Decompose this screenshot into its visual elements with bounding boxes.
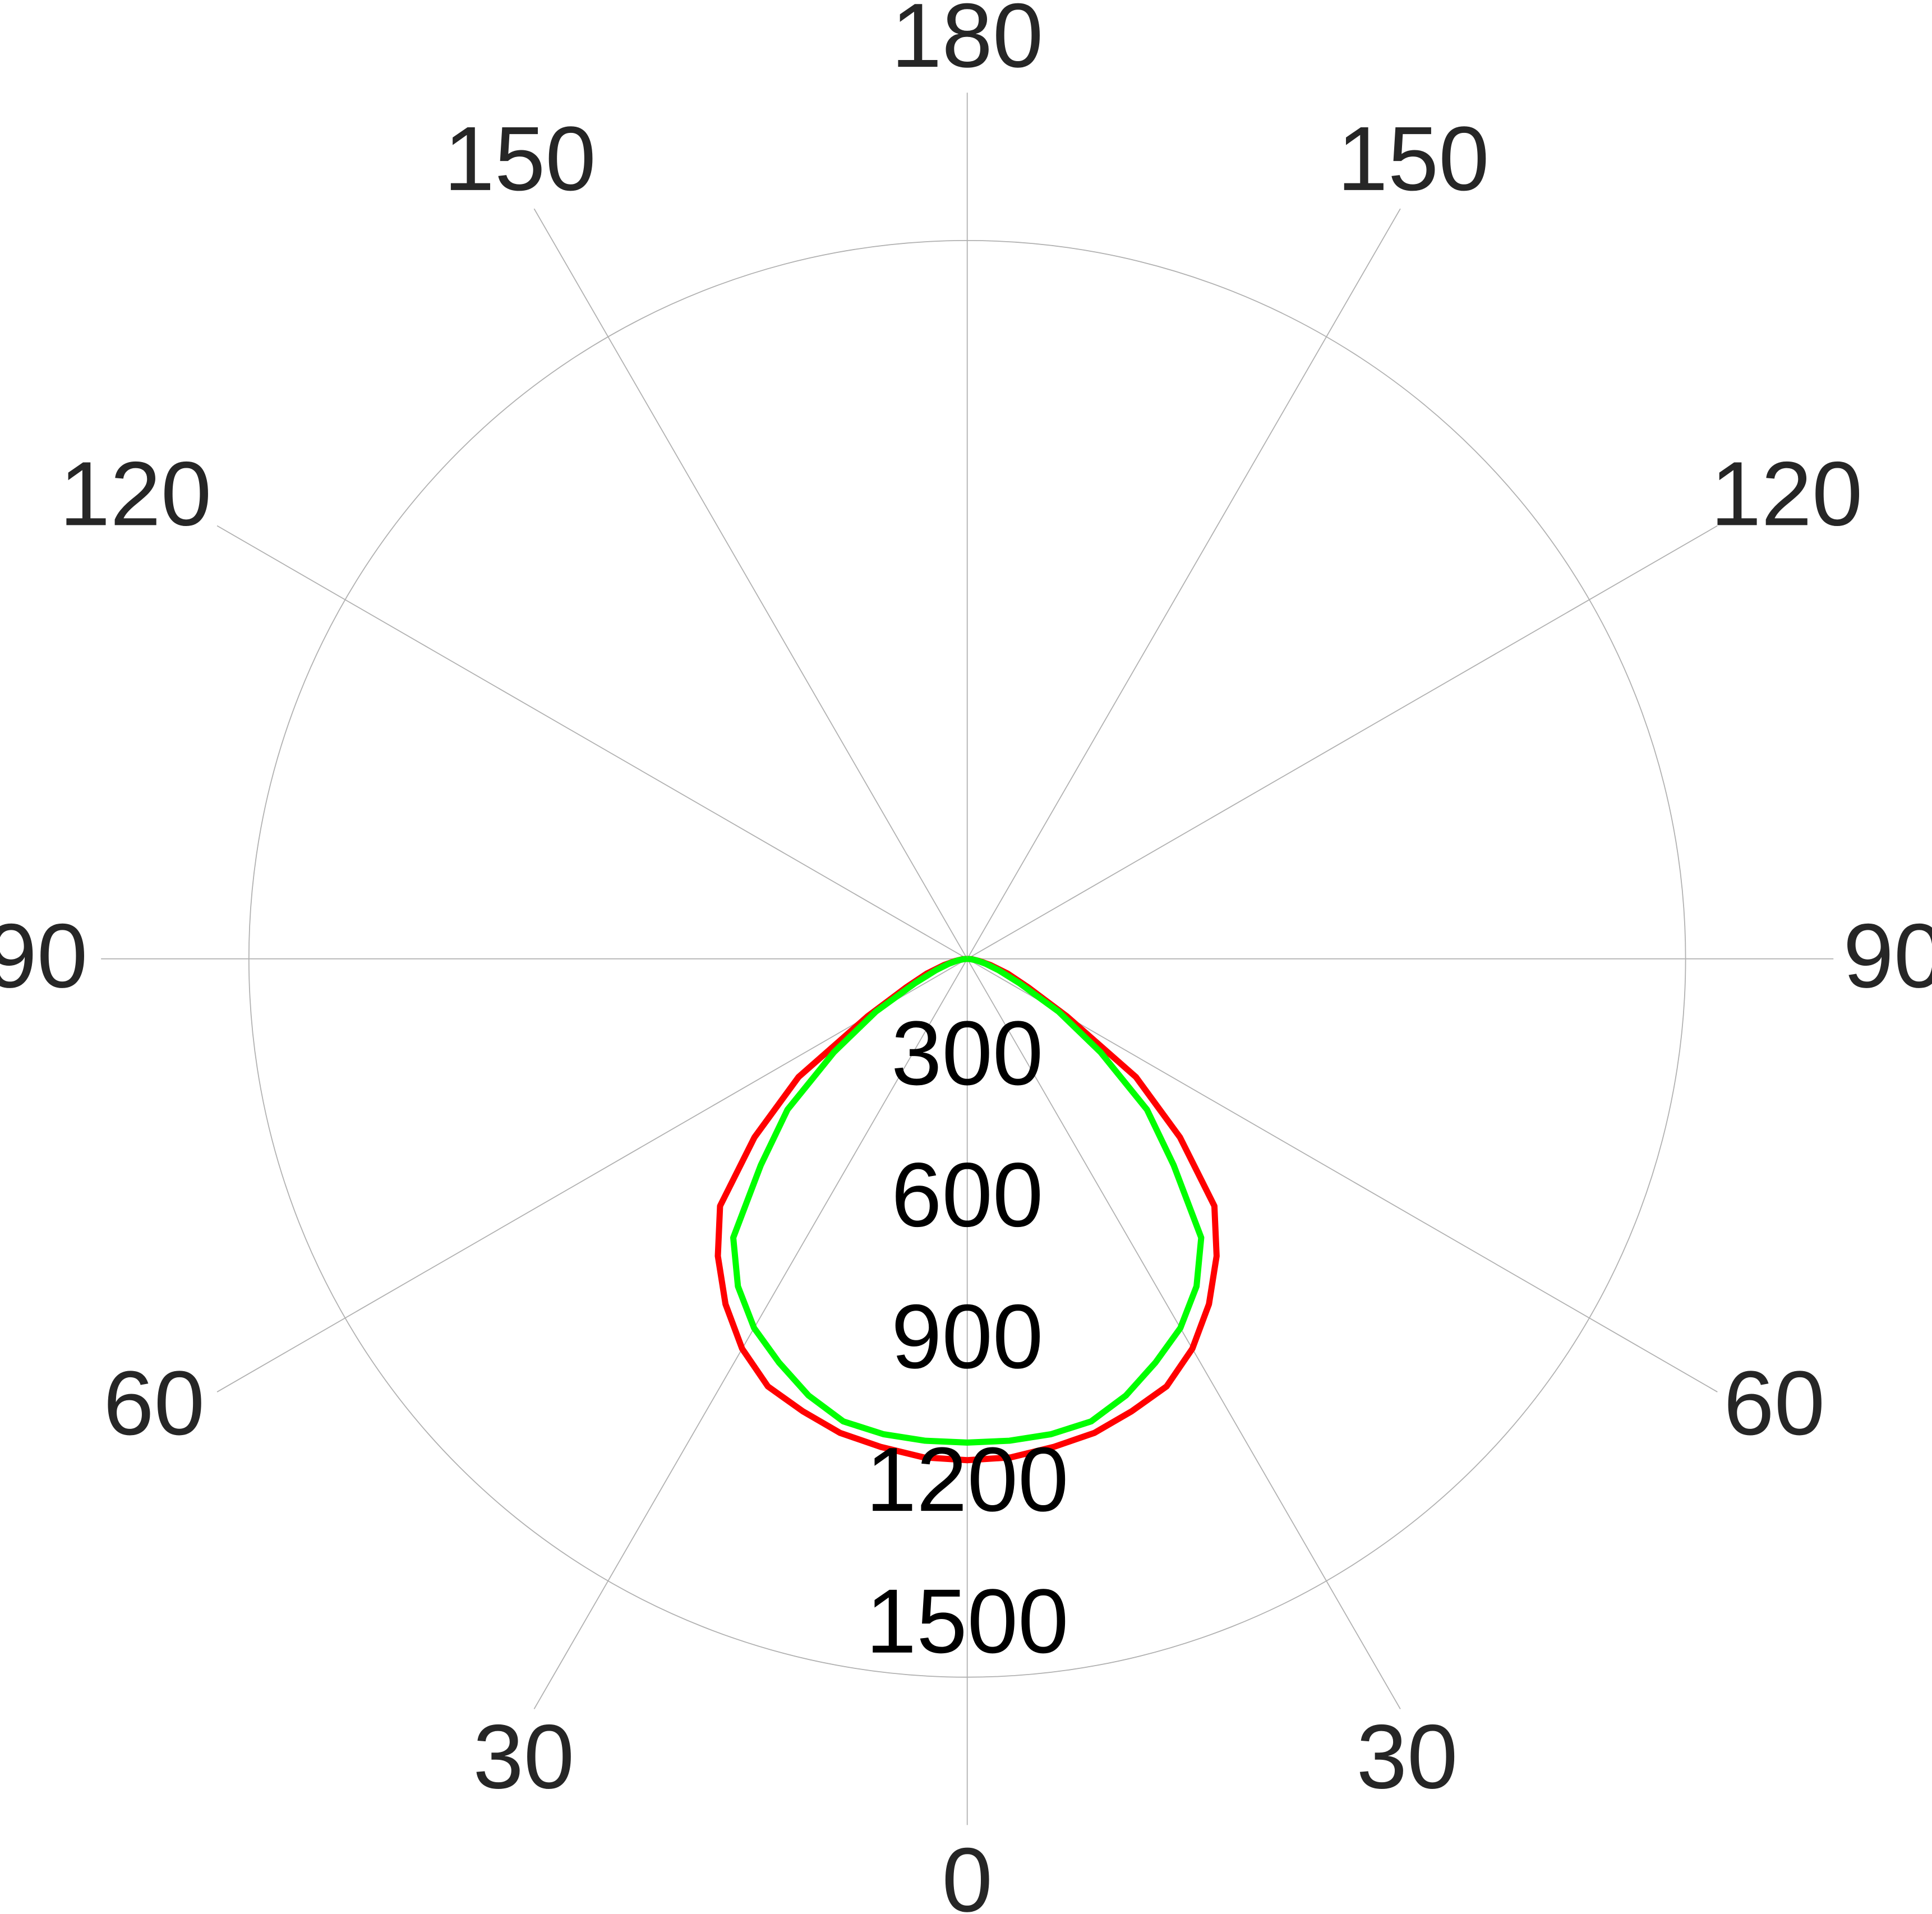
- grid-spoke-210: [533, 208, 968, 960]
- angle-tick-90-left: 90: [0, 905, 87, 1007]
- radial-tick-300: 300: [891, 1003, 1043, 1104]
- grid-spoke-120: [967, 525, 1718, 960]
- grid-spoke-330: [533, 958, 968, 1709]
- angle-tick-30-left: 30: [473, 1706, 574, 1807]
- radial-tick-600: 600: [891, 1145, 1043, 1246]
- angle-tick-30-right: 30: [1357, 1706, 1458, 1807]
- radial-tick-900: 900: [891, 1286, 1043, 1387]
- grid-spoke-240: [216, 525, 968, 960]
- angle-tick-90-right: 90: [1843, 905, 1932, 1007]
- angle-tick-150-right: 150: [1337, 108, 1489, 210]
- grid-spoke-150: [966, 208, 1401, 960]
- angle-tick-0: 0: [942, 1829, 992, 1914]
- radial-tick-1200: 1200: [866, 1429, 1069, 1530]
- grid-spoke-30: [966, 958, 1401, 1709]
- angle-tick-60-right: 60: [1723, 1353, 1825, 1454]
- polar-grid: [101, 93, 1834, 1825]
- angle-tick-120-right: 120: [1710, 443, 1862, 545]
- intensity-curves: [714, 956, 1220, 1464]
- series-curve-2: [730, 956, 1205, 1446]
- grid-spoke-300: [216, 958, 968, 1392]
- grid-spoke-60: [967, 958, 1718, 1392]
- angle-tick-60-left: 60: [103, 1353, 205, 1454]
- angle-tick-180: 180: [891, 0, 1043, 86]
- angle-tick-120-left: 120: [59, 443, 211, 545]
- radial-labels: 300 600 900 1200 1500: [866, 1003, 1069, 1672]
- radial-tick-1500: 1500: [866, 1571, 1069, 1672]
- angle-tick-150-left: 150: [444, 108, 596, 210]
